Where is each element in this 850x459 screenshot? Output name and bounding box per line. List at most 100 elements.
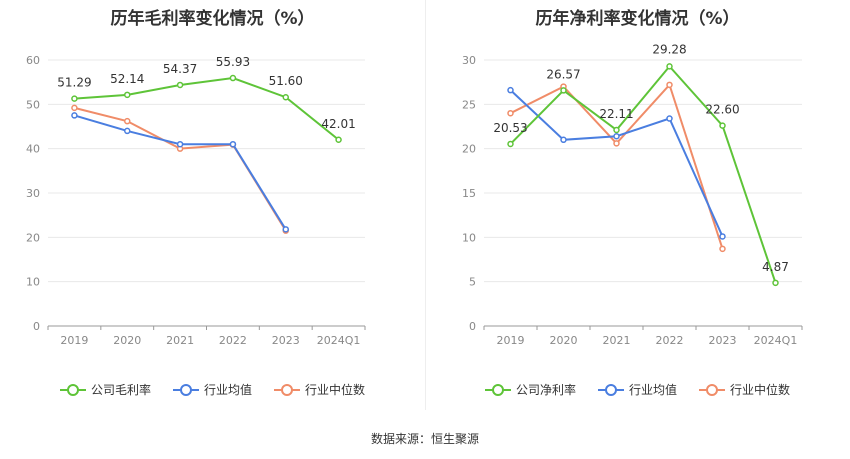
legend-dot — [179, 383, 192, 396]
legend-label: 行业中位数 — [730, 383, 791, 397]
data-point — [507, 109, 514, 117]
data-point — [71, 104, 78, 112]
series-line-company — [509, 64, 777, 284]
legend-swatch — [59, 383, 86, 396]
data-point — [176, 81, 184, 89]
legend-dot — [706, 383, 718, 396]
data-point — [124, 91, 131, 99]
x-tick-label: 2019 — [497, 334, 525, 347]
legend-swatch — [699, 383, 725, 396]
series-line-industry_median — [74, 106, 287, 232]
x-tick-label: 2024Q1 — [754, 334, 798, 347]
data-point — [282, 93, 289, 101]
legend-label: 行业均值 — [628, 383, 677, 397]
x-tick-label: 2020 — [550, 334, 578, 347]
y-tick-label: 10 — [26, 276, 40, 289]
x-tick-label: 2020 — [113, 334, 141, 347]
data-label: 26.57 — [546, 67, 580, 81]
data-label: 51.60 — [269, 74, 303, 88]
data-point — [719, 245, 726, 253]
legend-item-industry_avg[interactable]: 行业均值 — [597, 381, 677, 398]
data-point — [560, 136, 567, 144]
y-tick-label: 40 — [26, 143, 40, 156]
data-point — [719, 122, 726, 129]
data-point — [772, 279, 779, 287]
data-label: 54.37 — [163, 62, 197, 76]
data-label: 22.11 — [599, 107, 633, 121]
legend-item-industry_median[interactable]: 行业中位数 — [274, 381, 365, 398]
y-tick-label: 0 — [469, 320, 476, 333]
data-label: 20.53 — [493, 121, 527, 135]
y-tick-label: 30 — [26, 187, 40, 200]
legend-item-industry_avg[interactable]: 行业均值 — [172, 381, 252, 398]
data-label: 52.14 — [110, 72, 144, 86]
series-line-industry_avg — [74, 114, 287, 230]
data-point — [613, 133, 620, 140]
x-tick-label: 2019 — [60, 334, 88, 347]
data-point — [71, 95, 78, 102]
y-tick-label: 25 — [462, 98, 476, 111]
net-margin-chart: 历年净利率变化情况（%） 0 5 10 15 20 25 30 2019 2020 2021 202… — [425, 0, 850, 420]
gross-margin-plot: 0 10 20 30 40 50 60 2019 2020 2021 2022 2023 2024Q1 5… — [26, 54, 366, 347]
chart-title: 历年毛利率变化情况（%） — [110, 9, 315, 29]
data-point — [71, 112, 78, 119]
legend-swatch — [274, 383, 300, 396]
y-tick-label: 20 — [462, 143, 476, 156]
x-tick-label: 2021 — [166, 334, 194, 347]
x-tick-label: 2021 — [603, 334, 631, 347]
y-tick-label: 10 — [462, 231, 476, 244]
series-line-company — [74, 77, 340, 141]
legend-label: 行业中位数 — [305, 383, 366, 397]
legend-dot — [66, 383, 79, 396]
legend-swatch — [172, 383, 199, 396]
y-tick-label: 50 — [26, 98, 40, 111]
data-point — [282, 226, 289, 233]
data-label: 42.01 — [321, 117, 355, 131]
panel-divider — [425, 0, 426, 410]
legend-item-company[interactable]: 公司毛利率 — [59, 381, 151, 398]
x-tick-label: 2022 — [219, 334, 247, 347]
y-tick-label: 20 — [26, 231, 40, 244]
data-point — [229, 140, 237, 148]
data-point — [666, 81, 673, 89]
legend-dot — [281, 383, 293, 396]
x-tick-label: 2024Q1 — [317, 334, 361, 347]
data-label: 55.93 — [216, 55, 250, 69]
x-tick-label: 2022 — [656, 334, 684, 347]
legend-swatch — [597, 383, 624, 396]
chart-legend: 公司净利率 行业均值 行业中位数 — [425, 381, 850, 398]
legend-item-industry_median[interactable]: 行业中位数 — [699, 381, 790, 398]
chart-title: 历年净利率变化情况（%） — [535, 9, 740, 29]
data-label: 29.28 — [652, 42, 686, 56]
y-tick-label: 60 — [26, 54, 40, 67]
data-point — [613, 126, 620, 134]
data-label: 22.60 — [705, 103, 739, 117]
net-margin-plot: 0 5 10 15 20 25 30 2019 2020 2021 2022 2023 2024Q1 20… — [462, 42, 803, 347]
y-tick-label: 30 — [462, 54, 476, 67]
y-tick-label: 5 — [469, 276, 476, 289]
legend-item-company[interactable]: 公司净利率 — [484, 381, 576, 398]
data-point — [666, 63, 673, 70]
data-label: 4.87 — [762, 260, 789, 274]
data-point — [719, 233, 726, 240]
chart-legend: 公司毛利率 行业均值 行业中位数 — [0, 381, 425, 398]
legend-label: 公司毛利率 — [90, 383, 151, 397]
legend-label: 公司净利率 — [515, 383, 576, 397]
legend-swatch — [484, 383, 511, 396]
y-tick-label: 0 — [33, 320, 40, 333]
data-label: 51.29 — [57, 76, 91, 90]
x-tick-label: 2023 — [709, 334, 737, 347]
data-point — [124, 127, 131, 135]
legend-label: 行业均值 — [203, 383, 252, 397]
x-tick-label: 2023 — [272, 334, 300, 347]
data-source: 数据来源：恒生聚源 — [370, 432, 479, 446]
y-tick-label: 15 — [462, 187, 476, 200]
data-point — [560, 87, 567, 94]
data-point — [229, 74, 237, 82]
legend-dot — [604, 383, 617, 396]
data-point — [507, 86, 514, 94]
data-point — [176, 140, 184, 148]
data-point — [507, 140, 514, 148]
data-point — [613, 140, 620, 147]
data-point — [124, 117, 131, 125]
